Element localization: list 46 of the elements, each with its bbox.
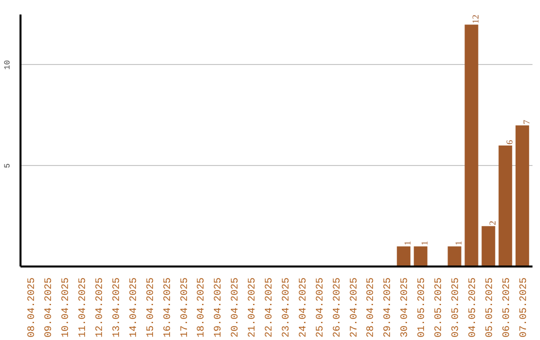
y-tick-label: 10	[4, 60, 12, 70]
x-tick-label: 08.04.2025	[27, 277, 38, 338]
bar	[464, 24, 478, 266]
bar	[482, 226, 496, 266]
x-tick-label: 12.04.2025	[94, 277, 106, 338]
data-label: 6	[504, 140, 514, 145]
data-label: 7	[521, 119, 532, 124]
x-tick-label: 28.04.2025	[366, 277, 378, 338]
data-label: 1	[420, 240, 430, 246]
data-label: 1	[454, 240, 464, 246]
x-tick-label: 17.04.2025	[180, 277, 191, 338]
x-tick-label: 02.05.2025	[434, 277, 446, 338]
x-tick-label: 23.04.2025	[281, 277, 292, 338]
x-tick-label: 25.04.2025	[315, 277, 326, 338]
bar	[448, 246, 462, 266]
x-tick-label: 21.04.2025	[248, 277, 259, 338]
x-tick-label: 18.04.2025	[196, 277, 208, 338]
x-tick-label: 06.05.2025	[502, 277, 513, 338]
data-label: 12	[470, 14, 480, 24]
x-tick-label: 10.04.2025	[61, 277, 72, 338]
bar	[516, 125, 530, 266]
x-tick-label: 13.04.2025	[112, 277, 123, 338]
x-tick-label: 04.05.2025	[468, 277, 479, 338]
x-tick-label: 03.05.2025	[451, 277, 462, 338]
x-tick-label: 15.04.2025	[146, 277, 157, 338]
x-tick-label: 24.04.2025	[298, 277, 310, 338]
x-tick-label: 29.04.2025	[383, 277, 394, 338]
bar	[414, 246, 428, 266]
y-tick-label: 5	[4, 163, 12, 168]
x-tick-label: 05.05.2025	[484, 277, 496, 338]
bar	[498, 146, 512, 266]
bar	[396, 246, 410, 266]
x-tick-label: 20.04.2025	[230, 277, 242, 338]
x-tick-label: 26.04.2025	[332, 277, 344, 338]
x-tick-label: 01.05.2025	[417, 277, 428, 338]
x-tick-label: 11.04.2025	[78, 277, 90, 338]
data-label: 1	[402, 240, 413, 246]
data-label: 2	[487, 220, 498, 226]
x-tick-label: 14.04.2025	[128, 277, 140, 338]
x-tick-label: 09.04.2025	[44, 277, 56, 338]
x-tick-label: 16.04.2025	[162, 277, 174, 338]
x-tick-label: 30.04.2025	[400, 277, 412, 338]
x-tick-label: 19.04.2025	[214, 277, 225, 338]
x-tick-label: 27.04.2025	[349, 277, 360, 338]
x-tick-label: 22.04.2025	[264, 277, 276, 338]
x-tick-label: 07.05.2025	[518, 277, 530, 338]
